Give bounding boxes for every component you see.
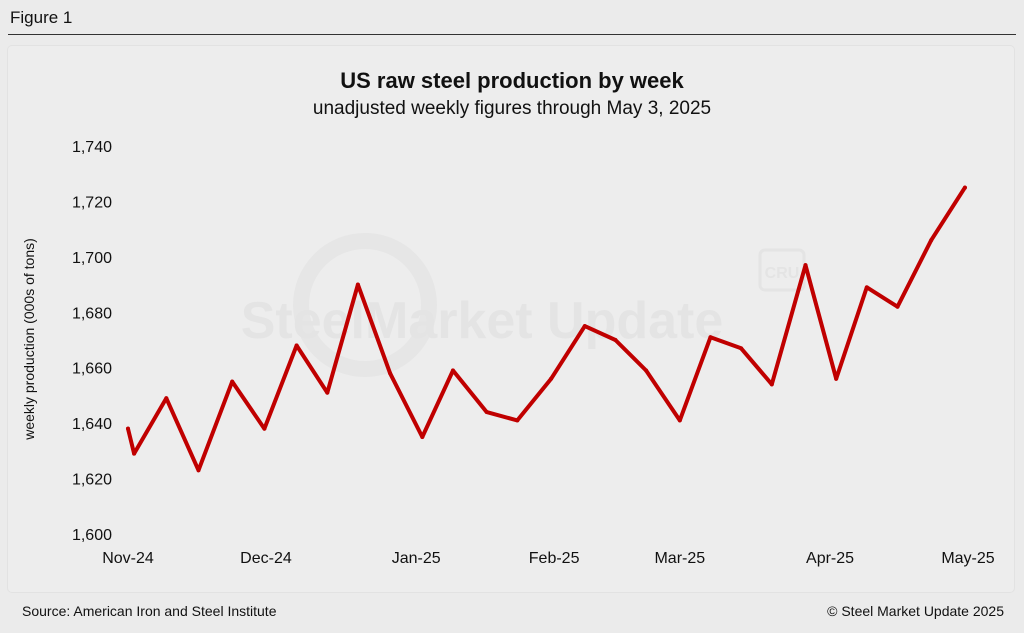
x-tick-label: Feb-25 — [529, 550, 580, 567]
data-point — [708, 335, 713, 340]
source-note: Source: American Iron and Steel Institut… — [22, 603, 277, 619]
data-point — [962, 185, 967, 190]
data-point — [484, 410, 489, 415]
data-point — [549, 376, 554, 381]
x-tick-label: Mar-25 — [654, 550, 705, 567]
data-point — [677, 418, 682, 423]
data-point — [355, 282, 360, 287]
data-point — [864, 285, 869, 290]
data-point — [294, 343, 299, 348]
chart-panel — [8, 46, 1014, 592]
data-point — [769, 382, 774, 387]
data-point — [196, 468, 201, 473]
series-line — [126, 185, 967, 473]
y-tick-label: 1,660 — [72, 361, 112, 378]
data-point — [164, 396, 169, 401]
data-point — [644, 368, 649, 373]
y-tick-label: 1,680 — [72, 305, 112, 322]
data-point — [450, 368, 455, 373]
data-point — [126, 426, 130, 431]
y-axis-ticks: 1,600 1,620 1,640 1,660 1,680 1,700 1,720 1,740 — [72, 139, 112, 544]
x-tick-label: May-25 — [941, 550, 994, 567]
data-point — [325, 390, 330, 395]
data-point — [582, 324, 587, 329]
watermark: SteelMarket Update CRU — [241, 233, 806, 377]
data-point — [834, 376, 839, 381]
y-tick-label: 1,720 — [72, 194, 112, 211]
x-axis-ticks: Nov-24 Dec-24 Jan-25 Feb-25 Mar-25 Apr-25 May-… — [102, 550, 995, 567]
y-axis-label: weekly production (000s of tons) — [21, 238, 37, 441]
watermark-text: SteelMarket Update — [241, 292, 724, 350]
watermark-logo-icon — [293, 233, 437, 377]
y-tick-label: 1,740 — [72, 139, 112, 156]
x-tick-label: Apr-25 — [806, 550, 854, 567]
data-point — [803, 263, 808, 268]
copyright-note: © Steel Market Update 2025 — [827, 603, 1004, 619]
chart-title: US raw steel production by week — [340, 68, 684, 93]
y-tick-label: 1,620 — [72, 472, 112, 489]
data-point — [420, 435, 425, 439]
x-tick-label: Jan-25 — [392, 550, 441, 567]
series-group — [126, 185, 967, 473]
x-tick-label: Nov-24 — [102, 550, 154, 567]
chart-subtitle: unadjusted weekly figures through May 3,… — [312, 98, 712, 119]
data-point — [262, 426, 267, 431]
header-divider — [8, 34, 1016, 35]
data-point — [132, 451, 137, 456]
y-tick-label: 1,600 — [72, 527, 112, 544]
data-point — [929, 238, 934, 243]
data-point — [895, 304, 900, 309]
x-tick-label: Dec-24 — [240, 550, 292, 567]
y-tick-label: 1,700 — [72, 250, 112, 267]
figure-label: Figure 1 — [10, 8, 73, 27]
watermark-badge-text: CRU — [765, 265, 800, 282]
data-point — [388, 371, 393, 376]
data-point — [739, 346, 744, 351]
data-point — [515, 418, 520, 423]
y-tick-label: 1,640 — [72, 416, 112, 433]
data-point — [230, 379, 235, 384]
data-point — [613, 338, 618, 342]
